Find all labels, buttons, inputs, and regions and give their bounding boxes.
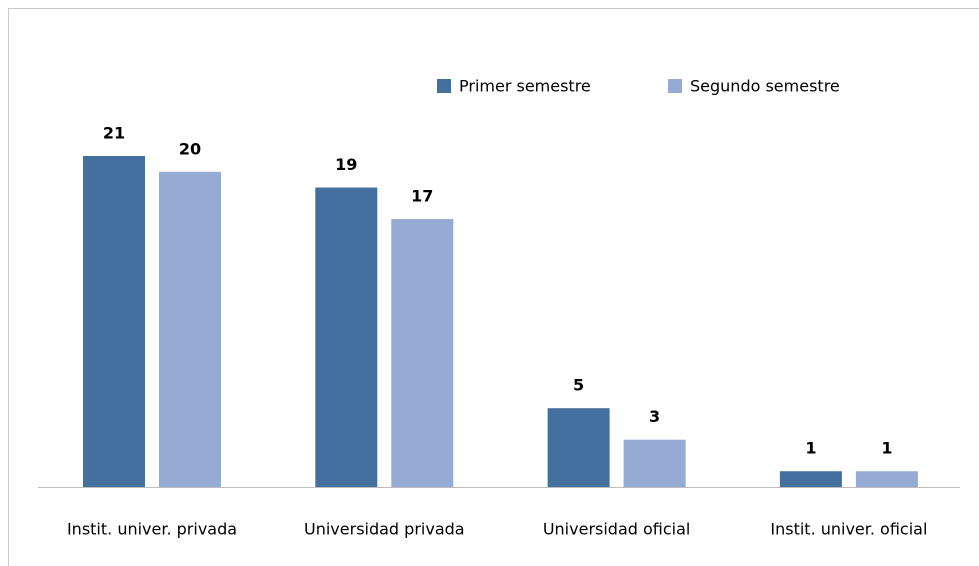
bar [391,219,454,488]
data-label: 1 [881,439,892,458]
bar [315,187,378,487]
x-tick-label: Universidad privada [304,520,465,539]
data-label: 3 [649,407,660,426]
bar [623,439,686,487]
x-tick-label: Instit. univer. privada [67,520,237,539]
x-tick-label: Instit. univer. oficial [770,520,927,539]
bar [547,408,610,487]
x-tick-label: Universidad oficial [543,520,691,539]
legend-swatch [437,79,451,93]
data-label: 1 [805,439,816,458]
data-label: 19 [335,155,357,174]
bar [159,171,221,487]
bar [855,471,918,487]
data-label: 20 [179,139,201,158]
data-label: 5 [573,376,584,395]
legend-label: Segundo semestre [690,77,840,96]
bar [779,471,842,487]
legend-swatch [668,79,682,93]
data-label: 17 [411,187,433,206]
bar [83,156,145,487]
legend-label: Primer semestre [459,77,591,96]
data-label: 21 [103,124,125,143]
